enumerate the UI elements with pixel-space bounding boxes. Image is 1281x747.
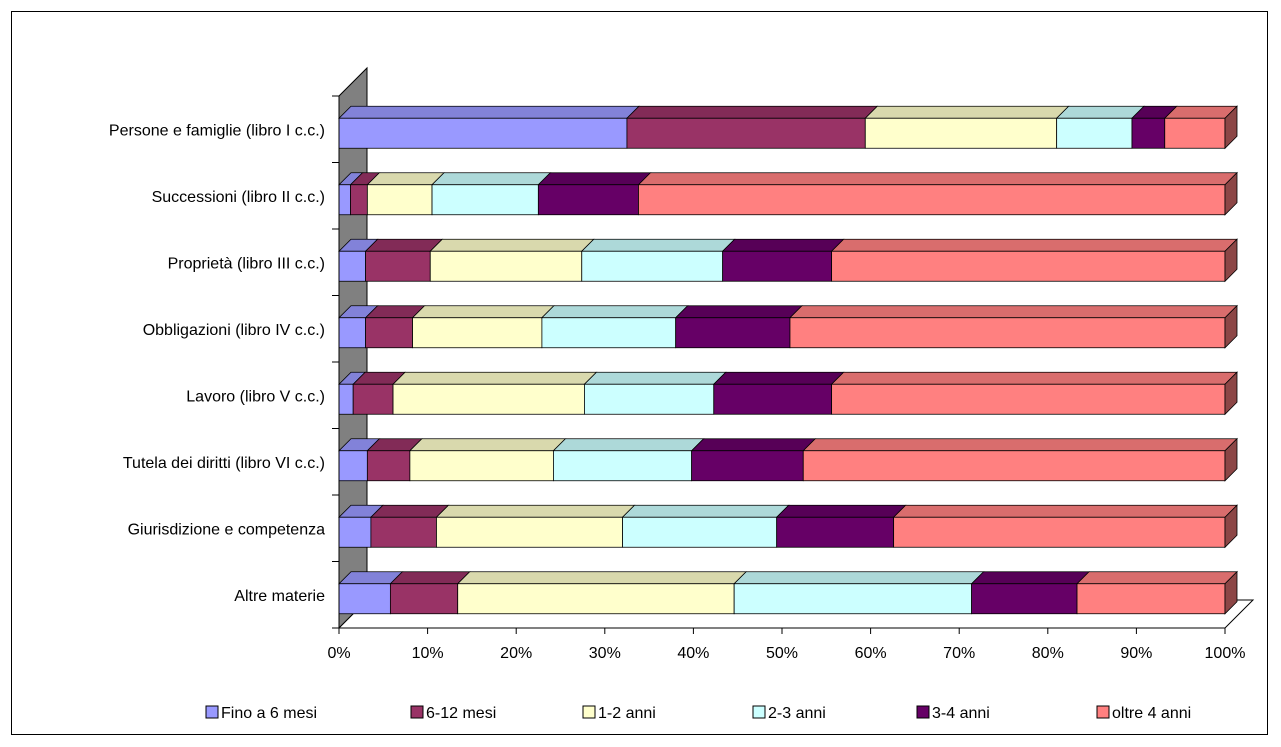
bar-segment	[830, 371, 1238, 416]
category-label: Obbligazioni (libro IV c.c.)	[143, 322, 325, 339]
x-tick-label: 40%	[677, 645, 709, 662]
bar-segment	[789, 304, 1238, 349]
axes	[332, 95, 1226, 634]
x-tick-label: 80%	[1032, 645, 1064, 662]
bar-segment	[802, 437, 1238, 482]
bar-segment	[1055, 105, 1145, 149]
bar-segment	[411, 305, 555, 349]
bar-segment	[580, 238, 736, 282]
legend-swatch	[1096, 705, 1110, 719]
legend-swatch	[752, 705, 766, 719]
bar-segment	[830, 238, 1238, 283]
bar-segment	[456, 571, 748, 615]
x-tick-label: 0%	[327, 645, 350, 662]
bar-segment	[338, 105, 640, 149]
bar-segment	[1076, 570, 1238, 615]
bar-segment	[366, 438, 423, 482]
category-label: Proprietà (libro III c.c.)	[168, 255, 325, 272]
legend-item: 6-12 mesi	[410, 705, 496, 722]
bar-segment	[364, 305, 426, 349]
legend-label: oltre 4 anni	[1112, 705, 1191, 722]
x-tick-label: 50%	[766, 645, 798, 662]
bar-segment	[690, 438, 817, 482]
legend-label: 3-4 anni	[932, 705, 990, 722]
bar-segment	[338, 371, 367, 415]
x-tick-label: 10%	[412, 645, 444, 662]
legend-item: oltre 4 anni	[1096, 705, 1191, 722]
chart-frame	[11, 11, 1268, 735]
legend-swatch	[205, 705, 219, 719]
legend-swatch	[582, 705, 596, 719]
x-tick-label: 20%	[500, 645, 532, 662]
bar-segment	[1163, 105, 1238, 150]
category-label: Altre materie	[234, 588, 325, 605]
legend-item: 1-2 anni	[582, 705, 656, 722]
x-tick-label: 70%	[943, 645, 975, 662]
x-tick-label: 30%	[589, 645, 621, 662]
bar-segment	[364, 238, 444, 282]
category-label: Giurisdizione e competenza	[128, 521, 326, 538]
x-tick-label: 90%	[1120, 645, 1152, 662]
bar-segment	[552, 438, 705, 482]
bar-segment	[621, 504, 790, 548]
bar-segment	[338, 504, 384, 548]
bar-segment	[369, 504, 450, 548]
bar-segment	[540, 305, 689, 349]
bar-segment	[733, 571, 985, 615]
legend-item: 2-3 anni	[752, 705, 826, 722]
category-label: Successioni (libro II c.c.)	[152, 189, 325, 206]
bar-segment	[392, 371, 598, 415]
category-label: Lavoro (libro V c.c.)	[186, 388, 325, 405]
bar-segment	[970, 571, 1091, 615]
bar-segment	[712, 371, 845, 415]
bar-segment	[408, 438, 567, 482]
bar-segment	[864, 105, 1070, 149]
category-labels: Persone e famiglie (libro I c.c.) Success…	[109, 122, 325, 605]
bar-segment	[338, 438, 381, 482]
legend-item: 3-4 anni	[916, 705, 990, 722]
bar-segment	[625, 105, 879, 149]
x-tick-label: 100%	[1205, 645, 1246, 662]
bar-segment	[637, 171, 1238, 216]
bar-segment	[892, 504, 1238, 549]
bar-segment	[338, 238, 379, 282]
category-label: Persone e famiglie (libro I c.c.)	[109, 122, 325, 139]
legend-swatch	[916, 705, 930, 719]
bar-segment	[583, 371, 727, 415]
bar-segment	[775, 504, 907, 548]
bar-segment	[674, 305, 803, 349]
legend-item: Fino a 6 mesi	[205, 705, 317, 722]
legend: Fino a 6 mesi 6-12 mesi 1-2 anni 2-3 anni 3-…	[205, 705, 1191, 722]
legend-label: 1-2 anni	[598, 705, 656, 722]
bar-segment	[352, 371, 407, 415]
legend-label: 6-12 mesi	[426, 705, 496, 722]
bar-segment	[435, 504, 636, 548]
x-tick-label: 60%	[855, 645, 887, 662]
bar-segment	[431, 172, 552, 216]
bar-segment	[349, 172, 381, 216]
x-axis-tick-labels: 0% 10% 20% 30% 40% 50% 60% 70% 80% 90% 100%	[327, 645, 1245, 662]
category-label: Tutela dei diritti (libro VI c.c.)	[123, 455, 325, 472]
bar-segment	[429, 238, 595, 282]
bar-segment	[721, 238, 845, 282]
legend-label: 2-3 anni	[768, 705, 826, 722]
bar-segment	[537, 172, 652, 216]
legend-label: Fino a 6 mesi	[221, 705, 317, 722]
bar-segment	[338, 305, 379, 349]
legend-swatch	[410, 705, 424, 719]
bar-segment	[389, 571, 471, 615]
bars	[338, 105, 1238, 615]
